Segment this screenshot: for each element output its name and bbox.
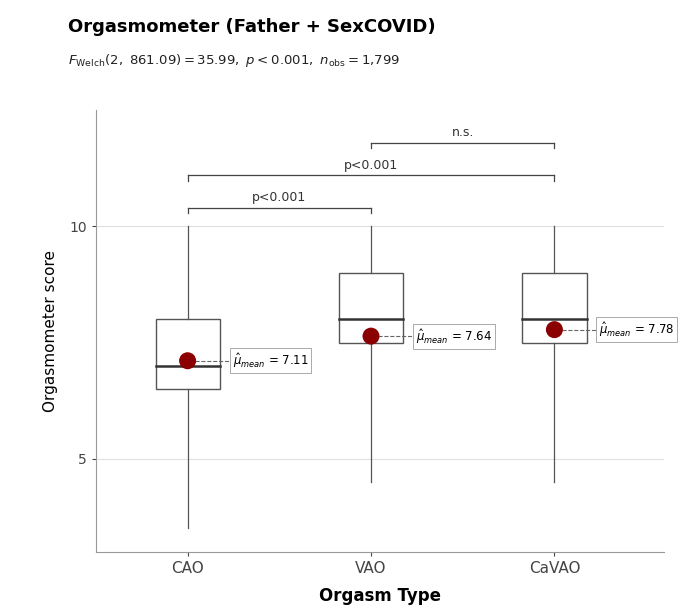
Text: $\hat{\mu}_{mean}$ = 7.11: $\hat{\mu}_{mean}$ = 7.11: [232, 351, 308, 370]
Point: [366, 331, 377, 341]
Point: [549, 325, 560, 335]
Text: $\hat{\mu}_{mean}$ = 7.64: $\hat{\mu}_{mean}$ = 7.64: [416, 327, 493, 346]
Bar: [339, 273, 403, 343]
Text: $\hat{\mu}_{mean}$ = 7.78: $\hat{\mu}_{mean}$ = 7.78: [599, 320, 675, 339]
Text: p<0.001: p<0.001: [252, 191, 306, 204]
Y-axis label: Orgasmometer score: Orgasmometer score: [43, 250, 58, 412]
Text: p<0.001: p<0.001: [344, 159, 398, 172]
Text: n.s.: n.s.: [451, 126, 474, 139]
Point: [182, 356, 193, 366]
Text: $\mathit{F}_{\mathrm{Welch}}(2,\ 861.09) = 35.99,\ \mathit{p}{<}0.001,\ \mathit{: $\mathit{F}_{\mathrm{Welch}}(2,\ 861.09)…: [68, 52, 401, 69]
Bar: [155, 319, 220, 389]
X-axis label: Orgasm Type: Orgasm Type: [319, 587, 441, 605]
Bar: [522, 273, 586, 343]
Text: Orgasmometer (Father + SexCOVID): Orgasmometer (Father + SexCOVID): [68, 18, 436, 36]
